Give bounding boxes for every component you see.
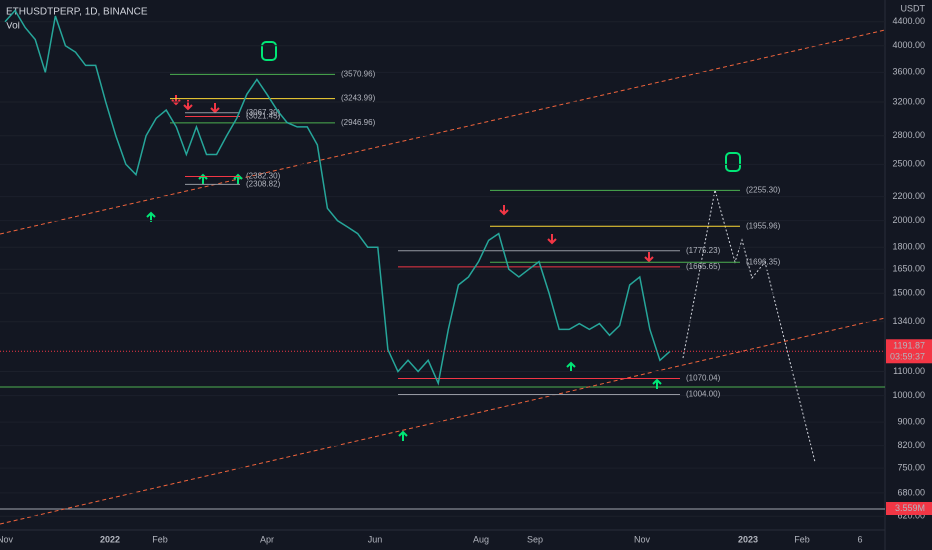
y-tick-label: 820.00: [897, 440, 925, 450]
x-tick-label: Jun: [368, 534, 383, 544]
y-tick-label: 4000.00: [892, 40, 925, 50]
last-price-label: 1191.87: [893, 341, 925, 351]
currency: USDT: [901, 3, 926, 13]
x-tick-label: Nov: [634, 534, 651, 544]
level-label: (3067.30): [246, 108, 281, 117]
level-label: (1070.04): [686, 374, 721, 383]
price-axis: [885, 0, 932, 530]
y-tick-label: 3600.00: [892, 67, 925, 77]
x-tick-label: Feb: [794, 534, 810, 544]
symbol: ETHUSDTPERP, 1D, BINANCE: [6, 7, 148, 18]
y-tick-label: 2800.00: [892, 130, 925, 140]
y-tick-label: 750.00: [897, 463, 925, 473]
y-tick-label: 3200.00: [892, 96, 925, 106]
x-tick-label: Apr: [260, 534, 274, 544]
level-label: (2308.82): [246, 180, 281, 189]
y-tick-label: 1800.00: [892, 242, 925, 252]
level-label: (1004.00): [686, 390, 721, 399]
y-tick-label: 1100.00: [893, 366, 925, 376]
x-tick-label: 2023: [738, 534, 758, 544]
y-tick-label: 1340.00: [892, 316, 925, 326]
level-label: (2382.30): [246, 172, 281, 181]
x-tick-label: Feb: [152, 534, 168, 544]
y-tick-label: 900.00: [897, 417, 925, 427]
level-label: (1665.65): [686, 262, 721, 271]
y-tick-label: 2000.00: [892, 215, 925, 225]
x-tick-label: Aug: [473, 534, 489, 544]
projection-path: [682, 189, 816, 463]
price-line: [4, 9, 671, 386]
x-tick-label: 2022: [100, 534, 120, 544]
trend-line: [0, 317, 886, 525]
level-label: (2946.96): [341, 118, 376, 127]
y-tick-label: 1500.00: [892, 288, 925, 298]
y-tick-label: 4400.00: [892, 16, 925, 26]
y-tick-label: 2200.00: [892, 191, 925, 201]
y-tick-label: 1650.00: [892, 264, 925, 274]
level-label: (2255.30): [746, 185, 781, 194]
volume-box: [886, 502, 932, 515]
x-tick-label: Sep: [527, 534, 543, 544]
last-price-box: [886, 339, 932, 364]
volume-value: 3.559M: [895, 503, 925, 513]
level-label: (3243.99): [341, 94, 376, 103]
y-tick-label: 2500.00: [892, 159, 925, 169]
level-label: (1955.96): [746, 221, 781, 230]
x-tick-label: 6: [857, 534, 862, 544]
level-label: (3021.45): [246, 112, 281, 121]
level-label: (1775.23): [686, 246, 721, 255]
countdown-label: 03:59:37: [890, 352, 925, 362]
y-tick-label: 620.00: [897, 511, 925, 521]
level-label: (1696.35): [746, 257, 781, 266]
level-label: (3570.96): [341, 69, 376, 78]
volume-label: Vol: [6, 21, 20, 32]
trend-line: [0, 29, 886, 235]
arrows: [146, 41, 741, 441]
x-tick-label: Nov: [0, 534, 13, 544]
y-tick-label: 1000.00: [892, 390, 925, 400]
y-tick-label: 680.00: [897, 487, 925, 497]
